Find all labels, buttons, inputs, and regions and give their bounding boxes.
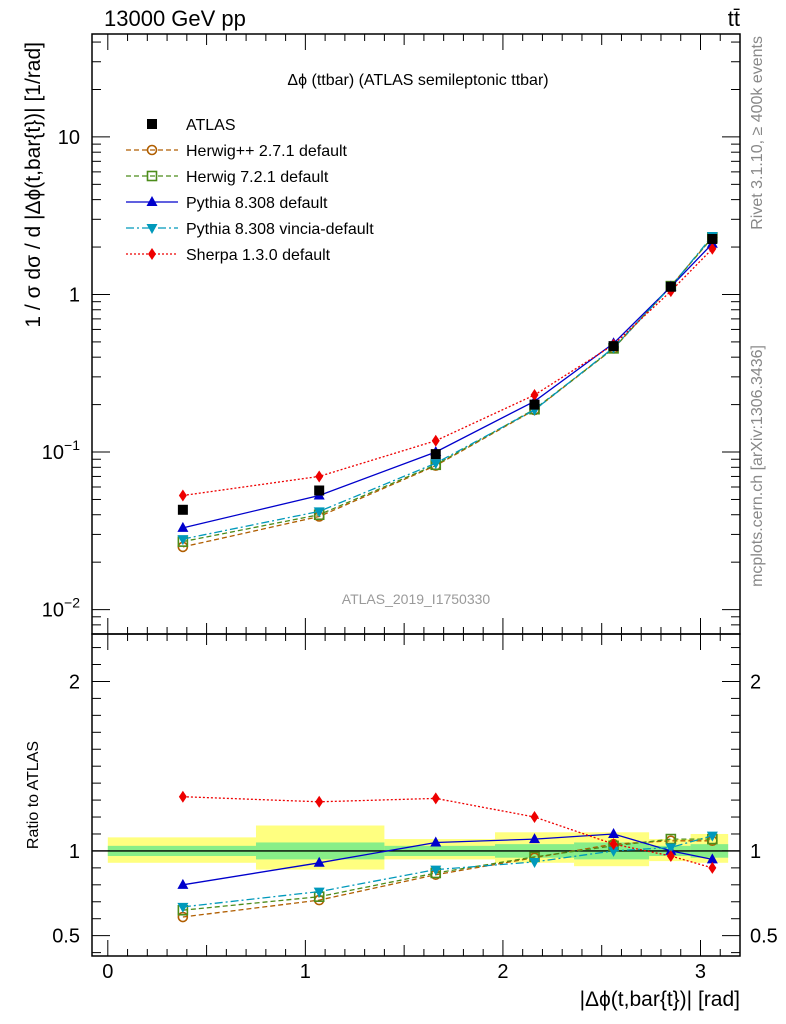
x-tick-label: 0: [102, 961, 113, 983]
main-data-point: [665, 281, 676, 292]
legend-label: ATLAS: [186, 117, 236, 134]
ratio-y-tick-label-left: 2: [69, 671, 80, 693]
legend-marker: [146, 196, 158, 206]
main-sherpa-point: [178, 489, 187, 502]
main-vincia-point: [313, 507, 325, 518]
ratio-vincia-point: [665, 843, 677, 854]
legend-item-pythia: Pythia 8.308 default: [126, 195, 328, 212]
main-data-point: [430, 449, 441, 460]
ratio-y-tick-label-left: 0.5: [52, 926, 80, 948]
main-sherpa-point: [431, 434, 440, 447]
rivet-version-text: Rivet 3.1.10, ≥ 400k events: [749, 36, 766, 230]
ratio-vincia-point: [608, 846, 620, 857]
ratio-vincia-point: [430, 865, 442, 876]
main-vincia-point: [177, 535, 189, 546]
legend-marker: [146, 224, 158, 234]
main-data-point: [707, 233, 718, 244]
ratio-y-tick-label-right: 2: [750, 671, 761, 693]
main-title: Δϕ (ttbar) (ATLAS semileptonic ttbar): [287, 72, 548, 89]
x-tick-label: 1: [300, 961, 311, 983]
legend-label: Pythia 8.308 default: [186, 195, 328, 212]
ratio-panel: 0.5 0.5 1 1 2 2 0 1 2 3 Ratio to ATLAS |Δϕ(t,bar{…: [25, 633, 778, 1011]
main-y-tick-label: 10−2: [42, 595, 80, 622]
legend-label: Pythia 8.308 vincia-default: [186, 221, 374, 238]
ratio-frame: [91, 633, 741, 957]
main-y-tick-label-base: 10: [42, 442, 64, 464]
main-y-tick-label-base: 10: [58, 127, 80, 149]
legend-label: Herwig 7.2.1 default: [186, 169, 329, 186]
ratio-pythia-point: [529, 833, 541, 844]
ratio-sherpa-point: [315, 795, 324, 808]
main-y-axis-label: 1 / σ dσ / d |Δϕ(t,bar{t})| [1/rad]: [22, 42, 45, 328]
ratio-y-axis-label: Ratio to ATLAS: [25, 741, 42, 849]
main-data-point: [529, 399, 540, 410]
main-y-tick-label-exp: −1: [64, 437, 80, 453]
x-tick-label: 3: [695, 961, 706, 983]
legend-item-vincia: Pythia 8.308 vincia-default: [126, 221, 374, 238]
main-sherpa-point: [530, 389, 539, 402]
main-data-point: [177, 504, 188, 515]
legend-marker: [146, 170, 158, 182]
main-pythia-line: [182, 243, 713, 529]
ratio-sherpa-point: [609, 838, 618, 851]
ratio-vincia-point: [706, 831, 718, 842]
mcplots-credit-text: mcplots.cern.ch [arXiv:1306.3436]: [749, 345, 766, 587]
legend-item-sherpa: Sherpa 1.3.0 default: [126, 247, 331, 264]
ratio-vincia-point: [529, 857, 541, 868]
main-herwig_pp-line: [182, 237, 713, 548]
analysis-watermark: ATLAS_2019_I1750330: [342, 591, 491, 607]
main-vincia-point: [430, 459, 442, 470]
legend-item-data: ATLAS: [147, 117, 236, 134]
main-sherpa-point: [708, 242, 717, 255]
ratio-pythia-point: [608, 827, 620, 838]
header-right: tt̄: [728, 6, 740, 31]
x-axis-label: |Δϕ(t,bar{t})| [rad]: [580, 988, 740, 1011]
main-y-tick-label-base: 1: [69, 284, 80, 306]
ratio-y-tick-label-left: 1: [69, 841, 80, 863]
main-y-tick-label-base: 10: [42, 600, 64, 622]
ratio-y-tick-label-right: 0.5: [750, 926, 778, 948]
ratio-vincia-point: [313, 887, 325, 898]
legend-item-herwig_pp: Herwig++ 2.7.1 default: [126, 143, 348, 160]
legend-label: Herwig++ 2.7.1 default: [186, 143, 348, 160]
legend-marker: [146, 144, 158, 156]
main-herwig7-line: [182, 237, 713, 543]
ratio-sherpa-point: [530, 811, 539, 824]
ratio-sherpa-point: [178, 790, 187, 803]
main-y-tick-label: 10−1: [42, 437, 80, 464]
legend-marker: [147, 119, 157, 129]
main-vincia-line: [182, 235, 713, 540]
main-data-point: [608, 341, 619, 352]
ratio-sherpa-point: [431, 792, 440, 805]
main-data-point: [314, 485, 325, 496]
ratio-pythia-point: [706, 853, 718, 864]
x-tick-label: 2: [497, 961, 508, 983]
ratio-pythia-point: [313, 856, 325, 867]
main-y-tick-label: 10: [58, 127, 80, 149]
legend-marker: [148, 248, 156, 260]
main-pythia-point: [177, 521, 189, 532]
main-y-tick-label: 1: [69, 284, 80, 306]
legend-item-herwig7: Herwig 7.2.1 default: [126, 169, 329, 186]
legend-label: Sherpa 1.3.0 default: [186, 247, 331, 264]
ratio-sherpa-point: [708, 861, 717, 874]
main-sherpa-point: [315, 470, 324, 483]
ratio-herwig_pp-line: [182, 840, 713, 918]
ratio-y-tick-label-right: 1: [750, 841, 761, 863]
header-left: 13000 GeV pp: [104, 6, 246, 31]
ratio-vincia-point: [177, 902, 189, 913]
legend: ATLAS Herwig++ 2.7.1 default Herwig 7.2.1 …: [126, 117, 374, 264]
ratio-pythia-point: [430, 836, 442, 847]
ratio-pythia-point: [177, 878, 189, 889]
ratio-sherpa-point: [666, 850, 675, 863]
main-y-tick-label-exp: −2: [64, 595, 80, 611]
